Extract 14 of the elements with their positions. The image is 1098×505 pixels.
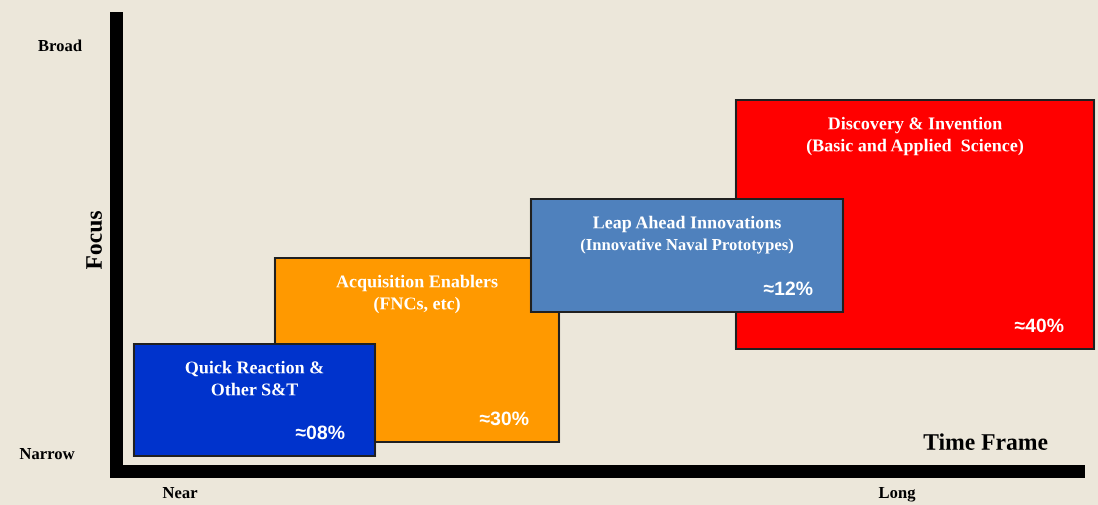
text: Near: [162, 487, 198, 499]
category-label: Quick Reaction & Other S&T: [185, 360, 324, 396]
category-label: Leap Ahead Innovations (Innovative Naval Prototypes): [580, 215, 794, 254]
text: Broad: [38, 39, 82, 52]
category-label: Discovery & Invention (Basic and Applied Science): [806, 116, 1024, 156]
text: Narrow: [19, 448, 75, 460]
text: Focus: [86, 211, 102, 270]
data-label: ≈30%: [479, 411, 529, 426]
text: Time Frame: [923, 433, 1048, 450]
text: Long: [878, 486, 916, 502]
data-label: ≈12%: [763, 281, 813, 296]
data-label: ≈08%: [295, 425, 345, 440]
category-label: Acquisition Enablers (FNCs, etc): [336, 274, 498, 314]
data-label: ≈40%: [1014, 318, 1064, 333]
